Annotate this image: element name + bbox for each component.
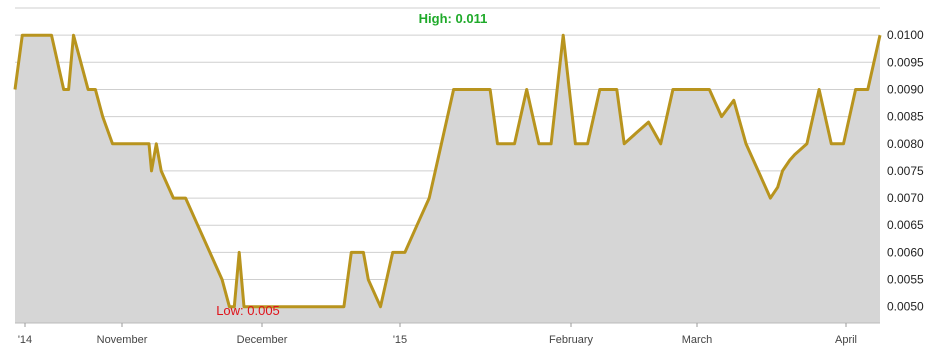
y-tick-label: 0.0100 (887, 28, 924, 42)
x-tick-label: '15 (393, 334, 407, 346)
x-tick-label: November (97, 334, 148, 346)
x-tick-label: December (237, 334, 288, 346)
y-tick-label: 0.0050 (887, 300, 924, 314)
y-tick-label: 0.0085 (887, 110, 924, 124)
low-annotation: Low: 0.005 (216, 303, 280, 318)
high-annotation: High: 0.011 (419, 11, 488, 26)
price-area (15, 35, 880, 323)
y-tick-label: 0.0070 (887, 191, 924, 205)
y-tick-label: 0.0055 (887, 273, 924, 287)
x-tick-label: '14 (18, 334, 32, 346)
x-axis-ticks: '14 November December '15 February March April (18, 323, 857, 346)
x-tick-label: February (549, 334, 594, 346)
x-tick-label: March (682, 334, 713, 346)
y-tick-label: 0.0090 (887, 82, 924, 96)
y-tick-label: 0.0060 (887, 245, 924, 259)
price-line (13, 33, 882, 309)
x-tick-label: April (835, 334, 857, 346)
y-tick-label: 0.0075 (887, 164, 924, 178)
y-tick-label: 0.0095 (887, 55, 924, 69)
y-tick-label: 0.0080 (887, 137, 924, 151)
y-axis-ticks: 0.0100 0.0095 0.0090 0.0085 0.0080 0.0075 0.00… (887, 28, 924, 314)
y-tick-label: 0.0065 (887, 218, 924, 232)
